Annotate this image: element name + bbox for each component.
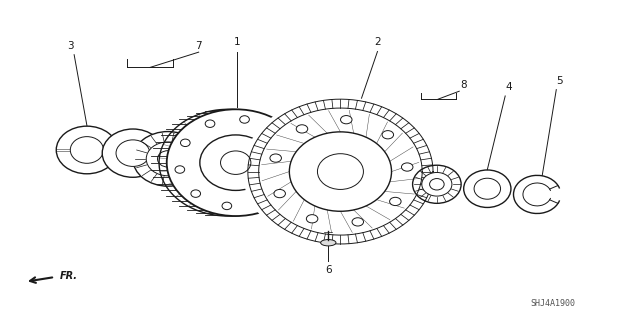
Ellipse shape xyxy=(464,170,511,207)
Ellipse shape xyxy=(307,215,318,223)
Ellipse shape xyxy=(116,140,150,167)
Text: 6: 6 xyxy=(325,265,332,275)
Ellipse shape xyxy=(317,154,364,189)
Ellipse shape xyxy=(321,240,336,246)
Ellipse shape xyxy=(200,135,271,190)
Ellipse shape xyxy=(289,132,392,211)
Text: 1: 1 xyxy=(234,37,240,48)
Ellipse shape xyxy=(352,218,364,226)
Ellipse shape xyxy=(240,116,250,123)
Ellipse shape xyxy=(167,109,305,216)
Text: SHJ4A1900: SHJ4A1900 xyxy=(531,299,575,308)
Ellipse shape xyxy=(221,151,251,174)
Ellipse shape xyxy=(56,126,118,174)
Ellipse shape xyxy=(222,202,232,210)
Ellipse shape xyxy=(180,139,190,146)
Text: 3: 3 xyxy=(68,41,74,50)
Ellipse shape xyxy=(271,128,280,136)
Ellipse shape xyxy=(429,179,444,190)
Text: FR.: FR. xyxy=(60,271,78,281)
Ellipse shape xyxy=(257,198,266,205)
Ellipse shape xyxy=(296,125,308,133)
Ellipse shape xyxy=(157,151,179,167)
Ellipse shape xyxy=(340,115,352,124)
Text: 5: 5 xyxy=(556,76,563,86)
Text: 7: 7 xyxy=(195,41,202,50)
Ellipse shape xyxy=(191,190,200,197)
Ellipse shape xyxy=(133,131,203,186)
Ellipse shape xyxy=(102,129,164,177)
Ellipse shape xyxy=(146,142,190,176)
Ellipse shape xyxy=(281,179,291,186)
Ellipse shape xyxy=(382,130,394,139)
Ellipse shape xyxy=(422,173,452,196)
Ellipse shape xyxy=(175,166,185,173)
Ellipse shape xyxy=(274,189,285,198)
Ellipse shape xyxy=(401,163,413,171)
Ellipse shape xyxy=(474,178,500,199)
Text: 2: 2 xyxy=(374,37,381,48)
Text: 4: 4 xyxy=(505,82,512,92)
Ellipse shape xyxy=(287,152,296,160)
Ellipse shape xyxy=(205,120,215,127)
Ellipse shape xyxy=(390,197,401,205)
Ellipse shape xyxy=(413,165,461,203)
Text: 8: 8 xyxy=(460,80,467,90)
Ellipse shape xyxy=(270,154,282,162)
Ellipse shape xyxy=(70,137,104,163)
Ellipse shape xyxy=(243,95,438,248)
